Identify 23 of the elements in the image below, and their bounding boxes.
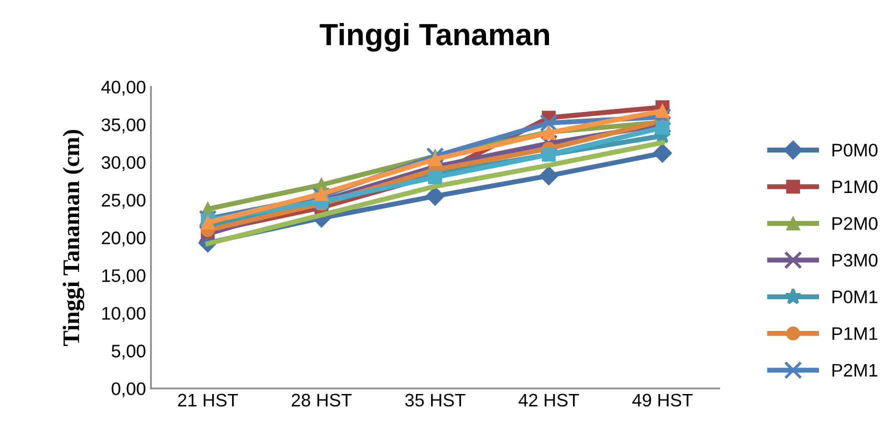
y-tick-label: 40,00 — [101, 80, 146, 96]
x-tick-label: 35 HST — [405, 394, 466, 407]
legend-label: P0M0 — [832, 144, 878, 157]
y-tick-label: 10,00 — [102, 306, 146, 322]
legend-label: P2M0 — [832, 217, 878, 230]
chart-title: Tinggi Tanaman — [320, 22, 549, 52]
y-tick-label: 25,00 — [102, 194, 146, 209]
legend-label: P1M0 — [832, 180, 878, 194]
x-tick-label: 28 HST — [292, 394, 352, 407]
y-tick-label: 5,00 — [112, 344, 146, 360]
x-tick-label: 21 HST — [178, 394, 238, 407]
legend-label: P0M1 — [832, 290, 878, 304]
legend-label: P1M1 — [832, 327, 878, 340]
legend-label: P2M1 — [832, 364, 878, 376]
y-tick-label: 20,00 — [102, 232, 146, 246]
y-axis-title: Tinggi Tanaman (cm) — [62, 130, 84, 346]
y-tick-label: 30,00 — [102, 156, 146, 172]
x-tick-label: 42 HST — [518, 394, 579, 407]
legend-label: P3M0 — [832, 254, 878, 267]
x-tick-label: 49 HST — [632, 394, 693, 407]
y-tick-label: 0,00 — [112, 382, 146, 398]
y-tick-label: 15,00 — [102, 269, 146, 284]
y-tick-label: 35,00 — [102, 118, 146, 134]
